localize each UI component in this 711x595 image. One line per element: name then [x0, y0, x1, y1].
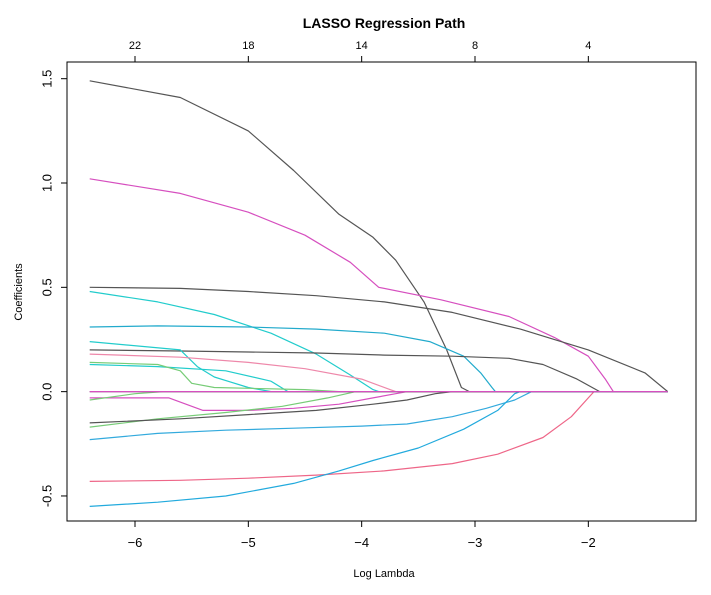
- y-tick-label: 0.5: [39, 278, 54, 296]
- coefficient-path-16: [89, 391, 668, 482]
- top-tick-label: 18: [242, 40, 254, 52]
- x-tick-label: −6: [128, 535, 143, 550]
- x-axis: −6 −5 −4 −3 −2: [128, 521, 596, 550]
- coefficient-path-9: [89, 363, 668, 393]
- plot-frame: [66, 61, 697, 522]
- top-tick-label: 22: [129, 40, 141, 52]
- coefficient-path-14: [89, 391, 668, 424]
- x-axis-title: Log Lambda: [353, 568, 415, 580]
- series-layer: [89, 80, 669, 507]
- coefficient-path-5: [89, 325, 668, 393]
- coefficient-path-6: [89, 349, 668, 393]
- x-tick-label: −5: [241, 535, 256, 550]
- y-axis-title: Coefficients: [13, 263, 25, 321]
- top-tick-label: 8: [472, 40, 478, 52]
- y-tick-label: 0.0: [39, 383, 54, 401]
- coefficient-path-12: [89, 391, 668, 401]
- coefficient-path-8: [89, 353, 668, 393]
- y-axis: -0.5 0.0 0.5 1.0 1.5: [39, 70, 67, 507]
- y-tick-label: 1.5: [39, 70, 54, 88]
- coefficient-path-17: [89, 391, 668, 507]
- top-axis: 22 18 14 8 4: [129, 40, 591, 62]
- coefficient-path-11: [89, 391, 668, 411]
- x-tick-label: −4: [354, 535, 369, 550]
- coefficient-path-4: [89, 290, 668, 393]
- coefficient-path-3: [89, 286, 669, 393]
- top-tick-label: 14: [356, 40, 368, 52]
- coefficient-path-2: [89, 178, 668, 393]
- y-tick-label: 1.0: [39, 174, 54, 192]
- x-tick-label: −3: [468, 535, 483, 550]
- chart-title: LASSO Regression Path: [303, 15, 466, 31]
- y-tick-label: -0.5: [39, 485, 54, 507]
- coefficient-path-15: [89, 391, 668, 441]
- x-tick-label: −2: [581, 535, 596, 550]
- coefficient-path-7: [89, 341, 668, 393]
- coefficient-path-10: [89, 361, 668, 393]
- top-tick-label: 4: [585, 40, 591, 52]
- coefficient-path-1: [89, 80, 668, 393]
